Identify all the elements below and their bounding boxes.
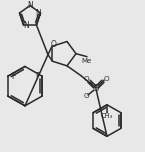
Text: O: O xyxy=(83,93,89,99)
Text: S: S xyxy=(93,84,99,93)
Text: N: N xyxy=(35,9,41,18)
Text: O: O xyxy=(103,76,109,82)
Text: F: F xyxy=(11,72,16,81)
Text: O: O xyxy=(51,40,56,49)
Text: CH₃: CH₃ xyxy=(101,113,113,119)
Text: Me: Me xyxy=(82,58,92,64)
Text: F: F xyxy=(35,72,39,81)
Text: N: N xyxy=(27,1,33,10)
Text: O: O xyxy=(83,76,89,82)
Text: N: N xyxy=(23,21,29,30)
